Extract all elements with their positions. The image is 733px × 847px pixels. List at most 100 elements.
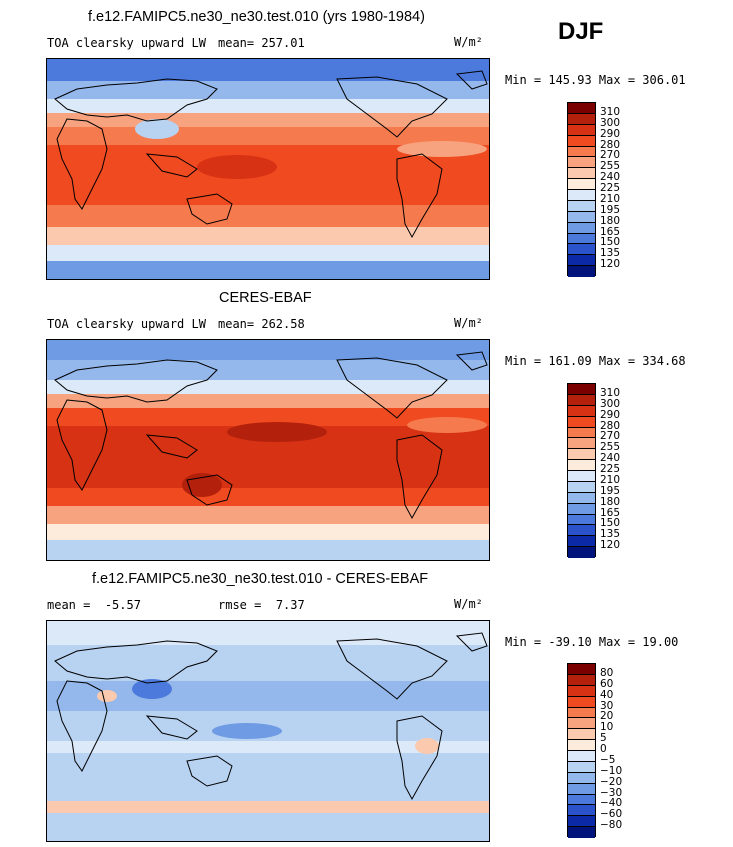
colorbar-swatch (568, 222, 595, 234)
colorbar-tick-label: 210 (600, 473, 621, 486)
panel-2-title: CERES-EBAF (219, 290, 312, 306)
colorbar-tick-label: 290 (600, 408, 621, 421)
colorbar-swatch (568, 783, 595, 795)
panel-1-mean: mean= 257.01 (218, 36, 305, 50)
colorbar-tick-label: 255 (600, 441, 621, 454)
colorbar-swatch (568, 514, 595, 526)
panel-3-mean: mean = -5.57 (47, 598, 141, 612)
colorbar-swatch (568, 135, 595, 147)
colorbar-swatch (568, 427, 595, 439)
colorbar-swatch (568, 664, 595, 675)
colorbar-swatch (568, 438, 595, 450)
season-label: DJF (558, 18, 604, 45)
panel-2-colorbar (567, 383, 596, 558)
colorbar-tick-label: 290 (600, 127, 621, 140)
colorbar-swatch (568, 816, 595, 828)
colorbar-swatch (568, 211, 595, 223)
colorbar-tick-label: 120 (600, 539, 621, 552)
panel-3-map (46, 620, 490, 842)
colorbar-swatch (568, 805, 595, 817)
colorbar-swatch (568, 255, 595, 267)
colorbar-tick-label: 180 (600, 495, 621, 508)
colorbar-swatch (568, 707, 595, 719)
colorbar-swatch (568, 200, 595, 212)
colorbar-swatch (568, 103, 595, 114)
colorbar-tick-label: 120 (600, 258, 621, 271)
colorbar-tick-label: 210 (600, 192, 621, 205)
colorbar-tick-label: 240 (600, 452, 621, 465)
colorbar-tick-label: 135 (600, 247, 621, 260)
colorbar-tick-label: 150 (600, 236, 621, 249)
colorbar-swatch (568, 157, 595, 169)
colorbar-swatch (568, 394, 595, 406)
colorbar-swatch (568, 113, 595, 125)
colorbar-swatch (568, 503, 595, 515)
colorbar-swatch (568, 405, 595, 417)
colorbar-tick-label: −60 (600, 808, 623, 821)
colorbar-tick-label: 270 (600, 430, 621, 443)
colorbar-swatch (568, 794, 595, 806)
colorbar-swatch (568, 384, 595, 395)
colorbar-swatch (568, 751, 595, 762)
colorbar-tick-label: −5 (600, 753, 616, 766)
colorbar-swatch (568, 525, 595, 537)
colorbar-swatch (568, 729, 595, 741)
colorbar-swatch (568, 536, 595, 548)
colorbar-swatch (568, 696, 595, 708)
colorbar-swatch (568, 146, 595, 158)
panel-1-variable: TOA clearsky upward LW (47, 36, 206, 50)
colorbar-swatch (568, 674, 595, 686)
colorbar-swatch (568, 718, 595, 730)
colorbar-swatch (568, 244, 595, 256)
colorbar-swatch (568, 416, 595, 428)
colorbar-tick-label: 270 (600, 149, 621, 162)
colorbar-swatch (568, 460, 595, 471)
colorbar-tick-label: 20 (600, 710, 614, 723)
colorbar-tick-label: 80 (600, 666, 614, 679)
colorbar-tick-label: 150 (600, 517, 621, 530)
panel-3-colorbar (567, 663, 596, 838)
colorbar-swatch (568, 740, 595, 751)
panel-2-units: W/m² (454, 316, 483, 330)
colorbar-swatch (568, 827, 595, 838)
colorbar-tick-label: 310 (600, 105, 621, 118)
colorbar-swatch (568, 547, 595, 558)
colorbar-tick-label: 280 (600, 138, 621, 151)
colorbar-tick-label: −20 (600, 775, 623, 788)
panel-3-title: f.e12.FAMIPC5.ne30_ne30.test.010 - CERES… (92, 571, 429, 587)
panel-2-minmax: Min = 161.09 Max = 334.68 (505, 354, 686, 368)
panel-2-mean: mean= 262.58 (218, 317, 305, 331)
colorbar-tick-label: 240 (600, 171, 621, 184)
panel-2-variable: TOA clearsky upward LW (47, 317, 206, 331)
colorbar-tick-label: 225 (600, 182, 621, 194)
colorbar-tick-label: 165 (600, 506, 621, 519)
colorbar-swatch (568, 266, 595, 277)
colorbar-swatch (568, 233, 595, 245)
colorbar-tick-label: −30 (600, 786, 623, 799)
colorbar-tick-label: 165 (600, 225, 621, 238)
colorbar-tick-label: 0 (600, 743, 607, 755)
panel-3-units: W/m² (454, 597, 483, 611)
colorbar-swatch (568, 190, 595, 201)
colorbar-swatch (568, 685, 595, 697)
colorbar-swatch (568, 471, 595, 482)
colorbar-tick-label: 10 (600, 721, 614, 734)
panel-3-minmax: Min = -39.10 Max = 19.00 (505, 635, 679, 649)
panel-1-minmax: Min = 145.93 Max = 306.01 (505, 73, 686, 87)
colorbar-tick-label: −40 (600, 797, 623, 810)
panel-2-map (46, 339, 490, 561)
colorbar-swatch (568, 772, 595, 784)
panel-3-rmse: rmse = 7.37 (218, 598, 305, 612)
colorbar-swatch (568, 449, 595, 461)
colorbar-tick-label: −80 (600, 819, 623, 832)
panel-1-colorbar (567, 102, 596, 277)
colorbar-tick-label: 40 (600, 688, 614, 701)
colorbar-swatch (568, 124, 595, 136)
colorbar-tick-label: −10 (600, 764, 623, 777)
colorbar-swatch (568, 481, 595, 493)
colorbar-tick-label: 180 (600, 214, 621, 227)
colorbar-tick-label: 195 (600, 203, 621, 216)
panel-1-title: f.e12.FAMIPC5.ne30_ne30.test.010 (yrs 19… (88, 9, 425, 25)
colorbar-tick-label: 60 (600, 677, 614, 690)
colorbar-tick-label: 300 (600, 116, 621, 129)
